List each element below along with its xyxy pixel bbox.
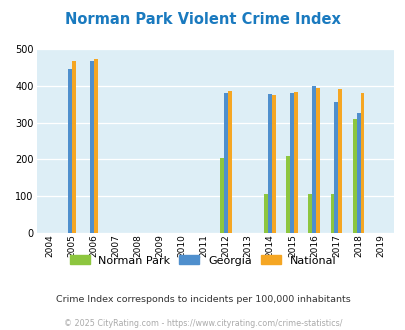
- Bar: [315, 88, 320, 233]
- Bar: [94, 59, 98, 233]
- Bar: [90, 61, 94, 233]
- Bar: [312, 86, 315, 233]
- Bar: [264, 194, 268, 233]
- Bar: [290, 93, 294, 233]
- Bar: [356, 113, 360, 233]
- Bar: [338, 89, 341, 233]
- Bar: [228, 91, 232, 233]
- Bar: [286, 156, 290, 233]
- Bar: [268, 94, 272, 233]
- Bar: [224, 93, 228, 233]
- Bar: [72, 61, 76, 233]
- Text: © 2025 CityRating.com - https://www.cityrating.com/crime-statistics/: © 2025 CityRating.com - https://www.city…: [64, 319, 341, 328]
- Text: Crime Index corresponds to incidents per 100,000 inhabitants: Crime Index corresponds to incidents per…: [55, 295, 350, 304]
- Legend: Norman Park, Georgia, National: Norman Park, Georgia, National: [65, 251, 340, 270]
- Bar: [334, 102, 338, 233]
- Bar: [68, 69, 72, 233]
- Bar: [294, 92, 298, 233]
- Bar: [272, 95, 275, 233]
- Bar: [308, 194, 312, 233]
- Bar: [352, 119, 356, 233]
- Bar: [330, 194, 334, 233]
- Bar: [220, 157, 224, 233]
- Text: Norman Park Violent Crime Index: Norman Park Violent Crime Index: [65, 12, 340, 26]
- Bar: [360, 93, 364, 233]
